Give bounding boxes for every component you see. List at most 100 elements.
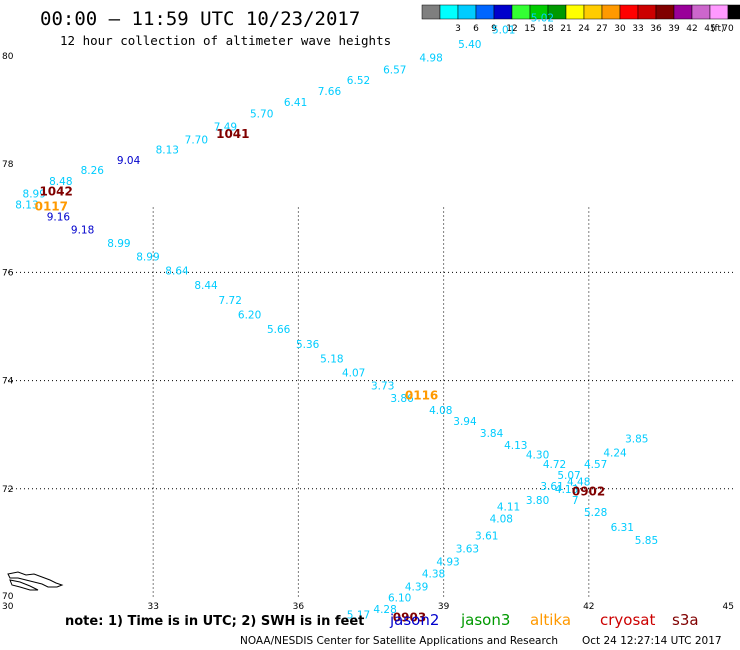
- wave-height-label: 4.98: [419, 52, 442, 64]
- legend-swatch: [673, 4, 693, 20]
- wave-height-label: 4.08: [429, 405, 452, 417]
- legend-tick-label: 70: [722, 24, 734, 34]
- wave-height-label: 8.13: [156, 144, 179, 156]
- wave-height-label: 4.93: [436, 557, 459, 569]
- color-legend: 3 6 9 12 15 18 21 24 27 30 33 36 39 42 45 70: [421, 4, 740, 34]
- y-tick-label: 70: [2, 592, 14, 602]
- legend-swatch: [583, 4, 603, 20]
- wave-height-label: 5.17: [347, 610, 370, 622]
- legend-swatch: [439, 4, 459, 20]
- wave-height-label: 5.07: [557, 470, 580, 482]
- legend-swatch: [475, 4, 495, 20]
- x-tick-label: 45: [723, 602, 734, 612]
- legend-swatch: [637, 4, 657, 20]
- x-tick-label: 30: [2, 602, 14, 612]
- legend-swatch: [511, 4, 531, 20]
- legend-tick-label: 6: [473, 24, 479, 34]
- wave-height-label: 4.30: [526, 450, 549, 462]
- wave-height-label: 4.38: [422, 569, 445, 581]
- y-tick-label: 78: [2, 160, 14, 170]
- legend-swatch: [457, 4, 477, 20]
- pass-time-label: 0903: [393, 610, 426, 624]
- satellite-name: altika: [530, 611, 571, 629]
- legend-tick-label: 9: [491, 24, 497, 34]
- legend-tick-label: 36: [650, 24, 662, 34]
- wave-height-label: 3.86: [390, 393, 414, 405]
- legend-swatch: [727, 4, 740, 20]
- wave-height-label: 4.39: [405, 582, 428, 594]
- legend-tick-label: 18: [542, 24, 554, 34]
- wave-height-label: 4.48: [567, 477, 590, 489]
- wave-height-label: 5.18: [320, 354, 343, 366]
- wave-height-label: 8.26: [81, 165, 105, 177]
- legend-tick-label: 42: [686, 24, 697, 34]
- x-tick-label: 36: [293, 602, 305, 612]
- wave-height-label: 3.94: [453, 416, 477, 428]
- y-tick-label: 72: [2, 485, 13, 495]
- legend-tick-label: 15: [524, 24, 535, 34]
- wave-height-label: 5.36: [296, 339, 320, 351]
- legend-tick-label: 24: [578, 24, 590, 34]
- wave-height-label: 7.70: [185, 135, 208, 147]
- wave-height-label: 8.44: [194, 280, 218, 292]
- legend-tick-label: 33: [632, 24, 643, 34]
- legend-tick-label: 45: [704, 24, 715, 34]
- wave-height-label: 4.28: [373, 604, 396, 616]
- wave-height-label: 5.66: [267, 324, 291, 336]
- y-tick-label: 74: [2, 377, 14, 387]
- legend-swatch: [601, 4, 621, 20]
- satellite-name: jason3: [460, 611, 510, 629]
- legend-tick-label: 30: [614, 24, 626, 34]
- y-tick-label: 76: [2, 268, 14, 278]
- wave-height-label: 4.13: [504, 440, 527, 452]
- wave-height-label: 7.66: [318, 86, 342, 98]
- wave-height-label: 8.48: [49, 176, 72, 188]
- wave-height-label: 3.61: [540, 481, 563, 493]
- y-tick-label: 80: [2, 52, 14, 62]
- wave-height-label: 5.40: [458, 39, 481, 51]
- wave-height-label: 6.20: [238, 309, 261, 321]
- satellite-name: cryosat: [600, 611, 655, 629]
- wave-height-label: 3.84: [480, 428, 504, 440]
- legend-swatch: [655, 4, 675, 20]
- satellite-name: s3a: [672, 611, 699, 629]
- wave-height-label: 5.01: [492, 24, 515, 36]
- pass-time-label: 0117: [35, 200, 68, 214]
- legend-tick-label: 21: [560, 24, 571, 34]
- wave-height-label: 4.08: [490, 513, 513, 525]
- wave-height-label: 8.99: [136, 251, 159, 263]
- coastline: [7, 571, 64, 591]
- wave-height-label: 7.72: [219, 295, 242, 307]
- legend-swatch: [619, 4, 639, 20]
- wave-height-label: 9.18: [71, 224, 94, 236]
- pass-time-label: 0116: [405, 389, 438, 403]
- wave-height-label: 8.99: [107, 238, 130, 250]
- satellite-legend: jason2 jason3 altika cryosat s3a: [389, 611, 699, 629]
- axis-tick-labels: 30 33 36 39 42 45 72 74 76 78 80 70: [2, 52, 734, 612]
- legend-tick-label: 27: [596, 24, 607, 34]
- wave-height-label: 8.64: [165, 266, 189, 278]
- wave-height-label: 9.16: [47, 211, 71, 223]
- pass-time-label: 1041: [216, 127, 249, 141]
- note-text: note: 1) Time is in UTC; 2) SWH is in fe…: [65, 614, 364, 629]
- legend-tick-label: 3: [455, 24, 461, 34]
- wave-height-label: 6.52: [347, 75, 370, 87]
- wave-height-label: 6.31: [611, 522, 634, 534]
- wave-height-label: 5.85: [635, 535, 658, 547]
- wave-height-values: 8.138.998.489.169.188.269.048.998.138.99…: [15, 12, 658, 621]
- satellite-name: jason2: [389, 611, 439, 629]
- x-tick-label: 33: [147, 602, 158, 612]
- legend-swatch: [565, 4, 585, 20]
- wave-height-label: 7.49: [214, 122, 237, 134]
- wave-height-label: 4.13: [555, 484, 578, 496]
- wave-height-label: 4.11: [497, 501, 520, 513]
- x-tick-label: 39: [438, 602, 450, 612]
- wave-height-label: 5.02: [531, 12, 554, 24]
- footer-credit: NOAA/NESDIS Center for Satellite Applica…: [240, 635, 558, 647]
- wave-height-label: 5.28: [584, 507, 607, 519]
- wave-height-label: 6.41: [284, 97, 307, 109]
- pass-time-label: 1042: [39, 185, 72, 199]
- wave-height-label: 9.04: [117, 155, 141, 167]
- pass-time-label: 0902: [572, 484, 605, 498]
